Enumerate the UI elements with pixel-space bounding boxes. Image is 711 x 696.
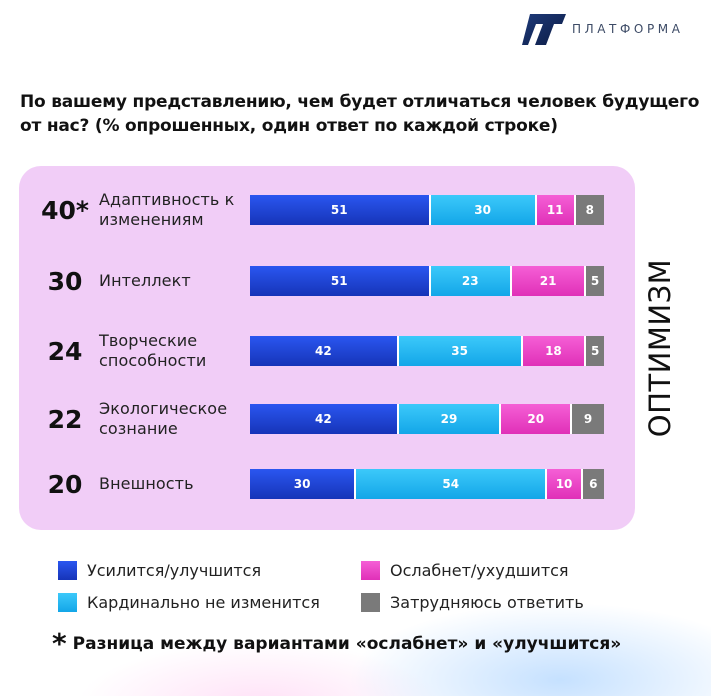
- bar-segment-unchanged: 23: [430, 266, 512, 296]
- bar-segment-weaken: 10: [547, 469, 583, 499]
- bar-segment-weaken: 20: [501, 404, 573, 434]
- bar-segment-unsure: 5: [586, 336, 604, 366]
- row-score: 20: [47, 469, 83, 499]
- chart-row: 30 Интеллект 51 23 21 5: [19, 251, 635, 311]
- row-score: 40*: [41, 195, 89, 225]
- brand-logo: ПЛАТФОРМА: [522, 12, 684, 46]
- row-score: 22: [47, 404, 83, 434]
- brand-name: ПЛАТФОРМА: [572, 22, 684, 36]
- legend-swatch-improve: [58, 560, 77, 580]
- row-label: Творческие способности: [99, 331, 207, 370]
- stacked-bar: 51 23 21 5: [250, 266, 604, 296]
- legend-swatch-weaken: [361, 560, 380, 580]
- chart-row: 22 Экологическое сознание 42 29 20 9: [19, 389, 635, 449]
- row-label: Внешность: [99, 474, 194, 493]
- stacked-bar: 51 30 11 8: [250, 195, 604, 225]
- footnote-text: Разница между вариантами «ослабнет» и «у…: [72, 634, 622, 654]
- optimism-axis-label: ОПТИМИЗМ: [636, 166, 684, 530]
- platforma-logo-icon: [522, 14, 566, 45]
- bar-segment-improve: 42: [250, 336, 399, 366]
- bar-segment-unsure: 6: [582, 469, 604, 499]
- row-score: 30: [47, 266, 83, 296]
- chart-row: 40* Адаптивность к изменениям 51 30 11 8: [19, 180, 635, 240]
- legend-label-unsure: Затрудняюсь ответить: [390, 592, 584, 612]
- legend-swatch-unsure: [361, 592, 380, 612]
- bar-segment-unsure: 8: [575, 195, 604, 225]
- bar-segment-weaken: 21: [511, 266, 587, 296]
- bar-segment-weaken: 11: [536, 195, 576, 225]
- legend-item-improve: Усилится/улучшится: [58, 558, 261, 582]
- bar-segment-unchanged: 54: [356, 469, 548, 499]
- row-score: 24: [47, 336, 83, 366]
- bar-segment-unchanged: 35: [398, 336, 523, 366]
- bar-segment-improve: 42: [250, 404, 399, 434]
- bar-segment-improve: 51: [250, 195, 431, 225]
- row-label: Экологическое сознание: [99, 399, 228, 438]
- stacked-bar: 42 35 18 5: [250, 336, 604, 366]
- chart-row: 24 Творческие способности 42 35 18 5: [19, 321, 635, 381]
- bar-segment-weaken: 18: [522, 336, 587, 366]
- legend-item-unchanged: Кардинально не изменится: [58, 590, 320, 614]
- legend-label-weaken: Ослабнет/ухудшится: [390, 560, 569, 580]
- bar-segment-unchanged: 29: [398, 404, 502, 434]
- footnote: * Разница между вариантами «ослабнет» и …: [52, 627, 692, 660]
- legend-label-unchanged: Кардинально не изменится: [87, 592, 320, 612]
- legend-item-unsure: Затрудняюсь ответить: [361, 590, 584, 614]
- stacked-bar: 30 54 10 6: [250, 469, 604, 499]
- bar-segment-unchanged: 30: [430, 195, 537, 225]
- chart-panel: 40* Адаптивность к изменениям 51 30 11 8 30 Инт…: [19, 166, 635, 530]
- chart-row: 20 Внешность 30 54 10 6: [19, 454, 635, 514]
- row-label: Интеллект: [99, 271, 191, 290]
- bar-segment-improve: 30: [250, 469, 357, 499]
- chart-title: По вашему представлению, чем будет отлич…: [20, 92, 700, 136]
- footnote-asterisk: *: [52, 627, 67, 660]
- legend-label-improve: Усилится/улучшится: [87, 560, 262, 580]
- bar-segment-unsure: 5: [586, 266, 604, 296]
- legend-swatch-unchanged: [58, 592, 77, 612]
- legend-item-weaken: Ослабнет/ухудшится: [361, 558, 569, 582]
- bar-segment-unsure: 9: [572, 404, 604, 434]
- stacked-bar: 42 29 20 9: [250, 404, 604, 434]
- bar-segment-improve: 51: [250, 266, 431, 296]
- optimism-label-text: ОПТИМИЗМ: [643, 258, 677, 438]
- row-label: Адаптивность к изменениям: [99, 190, 235, 229]
